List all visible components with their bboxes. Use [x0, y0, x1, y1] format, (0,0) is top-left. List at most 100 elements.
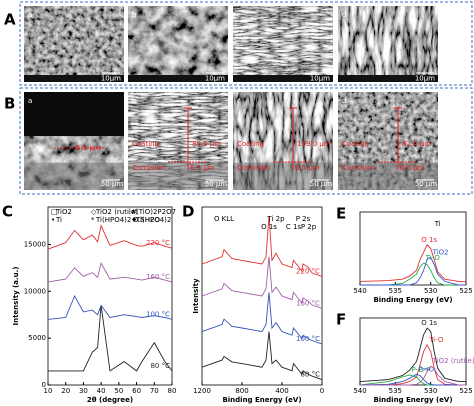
x-tick-label: 80	[168, 387, 177, 395]
series-line	[359, 373, 466, 386]
legend-symbol: ◇	[91, 208, 97, 216]
x-tick-label: 60	[132, 387, 141, 395]
legend-symbol: •	[51, 216, 55, 224]
substrate	[24, 162, 124, 190]
series-label: 160 °C	[296, 299, 320, 307]
image-label: d	[342, 11, 346, 19]
y-tick-label: 15000	[24, 240, 46, 248]
x-tick-label: 525	[459, 387, 472, 395]
annotation: 85.5 μm	[192, 140, 221, 148]
legend-symbol: □	[51, 208, 58, 216]
legend-symbol: ♦	[131, 216, 137, 224]
series-line	[360, 262, 466, 286]
annotation: 82.4 μm	[402, 140, 431, 148]
panel-label: A	[4, 11, 16, 29]
panel-label: C	[2, 203, 13, 221]
x-axis-label: Binding Energy (eV)	[222, 396, 301, 404]
image-label: c	[237, 97, 241, 105]
peak-annotation: P 2p	[301, 223, 317, 231]
annotation: 5.5 μm	[76, 144, 101, 152]
annotation: Coating	[342, 140, 369, 148]
panel-label: D	[182, 203, 194, 221]
x-tick-label: 40	[97, 387, 106, 395]
series-line	[360, 256, 466, 286]
panel-label: E	[336, 205, 346, 223]
annotation: 6.5 μm	[295, 164, 320, 172]
y-axis-label: Intensity	[192, 278, 200, 314]
series-label: 160 °C	[146, 273, 170, 281]
plot-frame	[359, 211, 467, 286]
scale-bar-label: 10μm	[415, 75, 435, 83]
peak-annotation: O KLL	[214, 215, 234, 223]
legend-label: (TiO)2P2O7	[136, 208, 176, 216]
series-label: TiO2 (rutile)	[432, 357, 474, 365]
series-label: 80 °C	[300, 371, 320, 379]
sem-image	[338, 6, 438, 82]
y-tick-label: 10000	[24, 287, 46, 295]
x-tick-label: 20	[61, 387, 70, 395]
plot-frame	[47, 206, 173, 386]
panel-label: B	[4, 95, 15, 113]
image-label: c	[237, 11, 241, 19]
panel-b-frame	[19, 87, 473, 195]
series-line	[359, 327, 466, 383]
substrate	[128, 162, 228, 190]
x-tick-label: 0	[320, 387, 324, 395]
series-label: Ti-O	[428, 336, 444, 344]
info-bar	[233, 75, 333, 82]
series-label: P=O	[419, 365, 435, 373]
annotation: 109.0 μm	[297, 140, 331, 148]
y-tick-label: 0	[42, 381, 46, 389]
scale-bar-label: 50 μm	[101, 180, 124, 188]
series-line	[47, 294, 173, 320]
series-label: 220 °C	[146, 239, 170, 247]
panel-label: F	[336, 311, 346, 329]
sem-image	[128, 6, 228, 82]
image-label: a	[28, 97, 32, 105]
background	[24, 92, 124, 137]
image-label: b	[132, 11, 137, 19]
x-tick-label: 535	[389, 287, 402, 295]
series-label: P-O-P	[411, 366, 430, 374]
y-tick-label: 5000	[28, 334, 46, 342]
info-bar	[128, 75, 228, 82]
series-label: 100 °C	[146, 310, 170, 318]
peak-annotation: Ti	[434, 220, 441, 228]
legend-symbol: *	[91, 216, 95, 224]
peak-annotation: O 1s	[261, 223, 277, 231]
substrate	[233, 162, 333, 190]
series-line	[47, 224, 173, 250]
x-tick-label: 540	[353, 387, 366, 395]
scale-bar-label: 10μm	[205, 75, 225, 83]
series-line	[360, 365, 466, 386]
peak-annotation: C 1s	[286, 223, 302, 231]
annotation: Corrosion	[132, 164, 165, 172]
series-line	[201, 292, 323, 345]
x-tick-label: 50	[114, 387, 123, 395]
x-tick-label: 535	[389, 387, 402, 395]
series-label: 220 °C	[296, 267, 320, 275]
series-label: O 1s	[421, 236, 437, 244]
scale-bar-label: 50 μm	[205, 180, 228, 188]
scale-bar-label: 10μm	[310, 75, 330, 83]
series-label: O 1s	[421, 319, 437, 327]
legend-label: Ti(HPO4)2·0.5H2O	[95, 216, 160, 224]
series-line	[47, 261, 173, 283]
x-tick-label: 10	[44, 387, 53, 395]
x-tick-label: 800	[235, 387, 248, 395]
legend-label: TiO2 (rutile)	[95, 208, 138, 216]
x-tick-label: 530	[424, 387, 437, 395]
x-tick-label: 540	[353, 287, 366, 295]
series-label: 100 °C	[296, 335, 320, 343]
series-line	[360, 343, 466, 386]
substrate	[338, 162, 438, 190]
scale-bar-label: 10μm	[101, 75, 121, 83]
x-axis-label: 2θ (degree)	[87, 396, 133, 404]
x-tick-label: 30	[79, 387, 88, 395]
image-label: d	[342, 97, 346, 105]
image-label: a	[28, 11, 32, 19]
legend-symbol: #	[131, 208, 137, 216]
sem-image	[24, 6, 124, 82]
series-line	[201, 215, 323, 277]
